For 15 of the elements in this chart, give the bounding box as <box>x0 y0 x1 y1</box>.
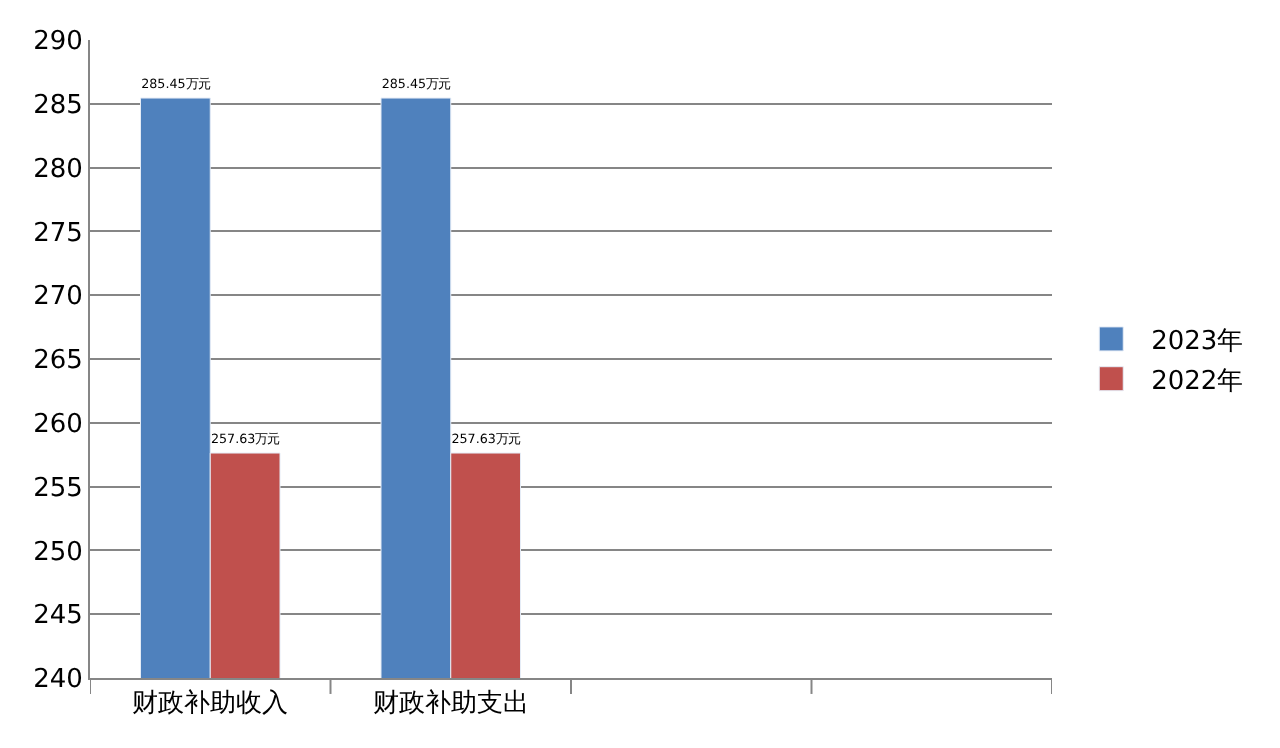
y-tick-label: 245 <box>33 601 83 632</box>
y-tick-label: 275 <box>33 218 83 249</box>
y-tick-label: 280 <box>33 154 83 185</box>
legend-label: 2022年 <box>1151 366 1244 397</box>
y-tick-label: 250 <box>33 537 83 568</box>
y-tick-label: 265 <box>33 346 83 377</box>
y-tick-label: 285 <box>33 90 83 121</box>
y-tick-label: 290 <box>33 27 83 58</box>
legend-label: 2023年 <box>1151 327 1244 358</box>
y-tick-label: 255 <box>33 473 83 504</box>
y-tick-label: 260 <box>33 409 83 440</box>
x-tick-label: 财政补助支出 <box>372 689 529 720</box>
y-tick-label: 240 <box>33 665 83 696</box>
x-tick-label: 财政补助收入 <box>132 689 289 720</box>
y-tick-label: 270 <box>33 282 83 313</box>
